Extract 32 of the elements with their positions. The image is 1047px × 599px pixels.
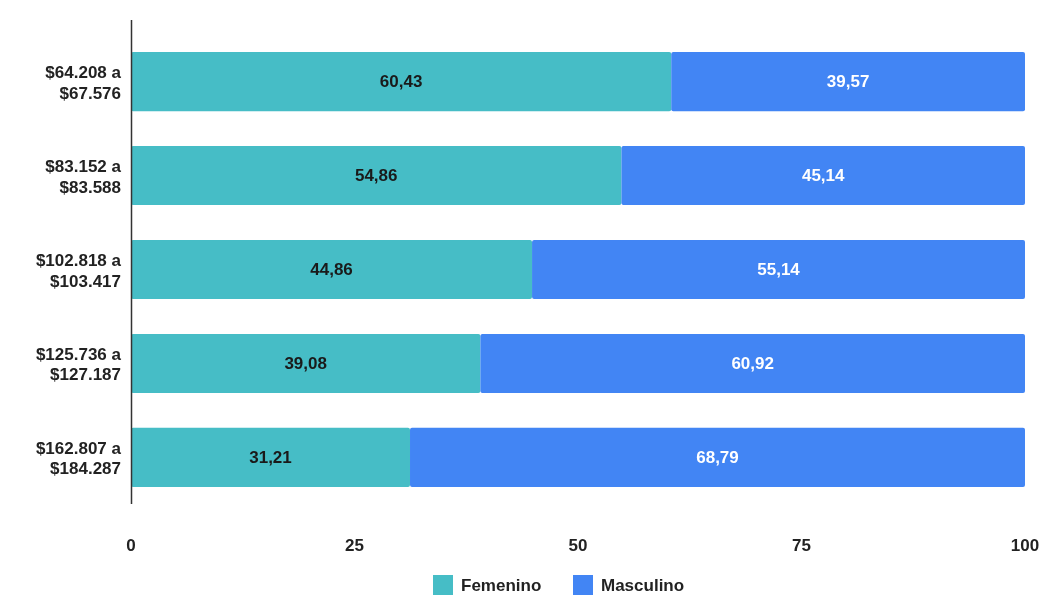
data-label: 45,14 bbox=[801, 166, 846, 186]
bar bbox=[480, 333, 1025, 394]
data-label: 39,57 bbox=[826, 72, 870, 92]
bar bbox=[671, 51, 1025, 112]
y-tick-label: $83.152 a $83.588 bbox=[45, 157, 122, 197]
x-tick-label: 25 bbox=[345, 536, 364, 555]
bar bbox=[621, 145, 1025, 206]
x-tick-label: 75 bbox=[792, 536, 811, 555]
bar bbox=[131, 239, 533, 300]
x-tick-label: 0 bbox=[126, 536, 136, 555]
x-tick-label: 100 bbox=[1010, 536, 1040, 555]
y-tick-label: $102.818 a $103.417 bbox=[35, 251, 122, 291]
bar bbox=[131, 51, 672, 112]
x-tick-label: 50 bbox=[568, 536, 588, 555]
bar bbox=[410, 427, 1025, 488]
bar bbox=[131, 145, 622, 206]
data-label: 68,79 bbox=[696, 448, 739, 468]
bar bbox=[131, 427, 411, 488]
data-label: 39,08 bbox=[284, 354, 327, 374]
y-tick-label: $162.807 a $184.287 bbox=[35, 439, 122, 479]
bar bbox=[532, 239, 1025, 300]
legend-label: Masculino bbox=[601, 575, 685, 595]
y-tick-label: $64.208 a $67.576 bbox=[45, 63, 122, 103]
data-label: 54,86 bbox=[354, 166, 398, 186]
data-label: 31,21 bbox=[249, 448, 292, 468]
bar bbox=[131, 333, 481, 394]
data-label: 60,43 bbox=[379, 72, 423, 92]
data-label: 55,14 bbox=[757, 260, 801, 280]
y-tick-label: $125.736 a $127.187 bbox=[35, 345, 122, 385]
legend-label: Femenino bbox=[461, 575, 542, 595]
data-label: 60,92 bbox=[731, 354, 774, 374]
data-label: 44,86 bbox=[310, 260, 353, 280]
